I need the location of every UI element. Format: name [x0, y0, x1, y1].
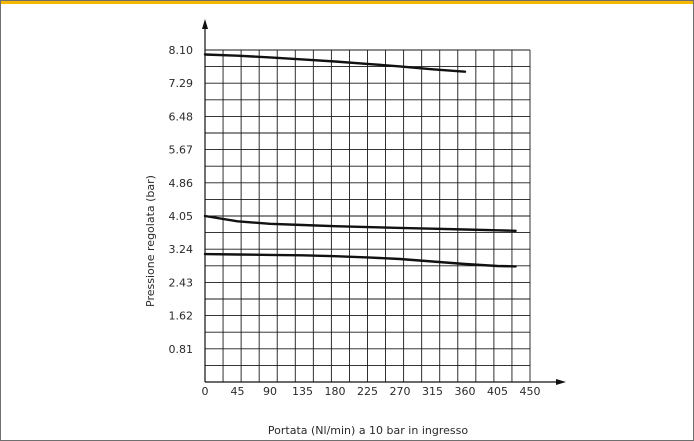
- y-tick-label: 0.81: [169, 343, 194, 356]
- x-tick-label: 45: [231, 385, 245, 398]
- y-tick-label: 2.43: [169, 276, 194, 289]
- x-tick-label: 315: [422, 385, 443, 398]
- series: [203, 53, 517, 268]
- y-tick-label: 8.10: [169, 44, 194, 57]
- x-tick-label: 450: [520, 385, 541, 398]
- y-tick-label: 4.05: [169, 210, 194, 223]
- axes: [202, 19, 566, 385]
- y-axis-label: Pressione regolata (bar): [144, 175, 157, 307]
- tick-labels: 0 45 90 135 180 225 270 315 360 405 450 0.81 1.62 2.4…: [169, 44, 541, 398]
- y-tick-label: 4.86: [169, 177, 194, 190]
- x-axis-label: Portata (Nl/min) a 10 bar in ingresso: [268, 424, 468, 437]
- series-line-1: [203, 53, 467, 73]
- y-tick-label: 7.29: [169, 77, 194, 90]
- top-accent-bar: [0, 0, 694, 4]
- x-tick-label: 360: [455, 385, 476, 398]
- x-tick-label: 405: [487, 385, 508, 398]
- series-line-2: [203, 214, 517, 233]
- y-tick-label: 3.24: [169, 243, 194, 256]
- y-axis-arrow: [202, 19, 208, 29]
- x-tick-label: 225: [357, 385, 378, 398]
- y-tick-label: 6.48: [169, 110, 194, 123]
- x-axis-arrow: [556, 379, 566, 385]
- grid: [204, 49, 531, 383]
- x-tick-label: 180: [325, 385, 346, 398]
- y-tick-label: 1.62: [169, 310, 194, 323]
- x-tick-label: 270: [390, 385, 411, 398]
- series-line-3: [203, 252, 517, 268]
- x-tick-label: 90: [263, 385, 277, 398]
- x-tick-label: 135: [292, 385, 313, 398]
- y-tick-label: 5.67: [169, 144, 194, 157]
- x-tick-label: 0: [202, 385, 209, 398]
